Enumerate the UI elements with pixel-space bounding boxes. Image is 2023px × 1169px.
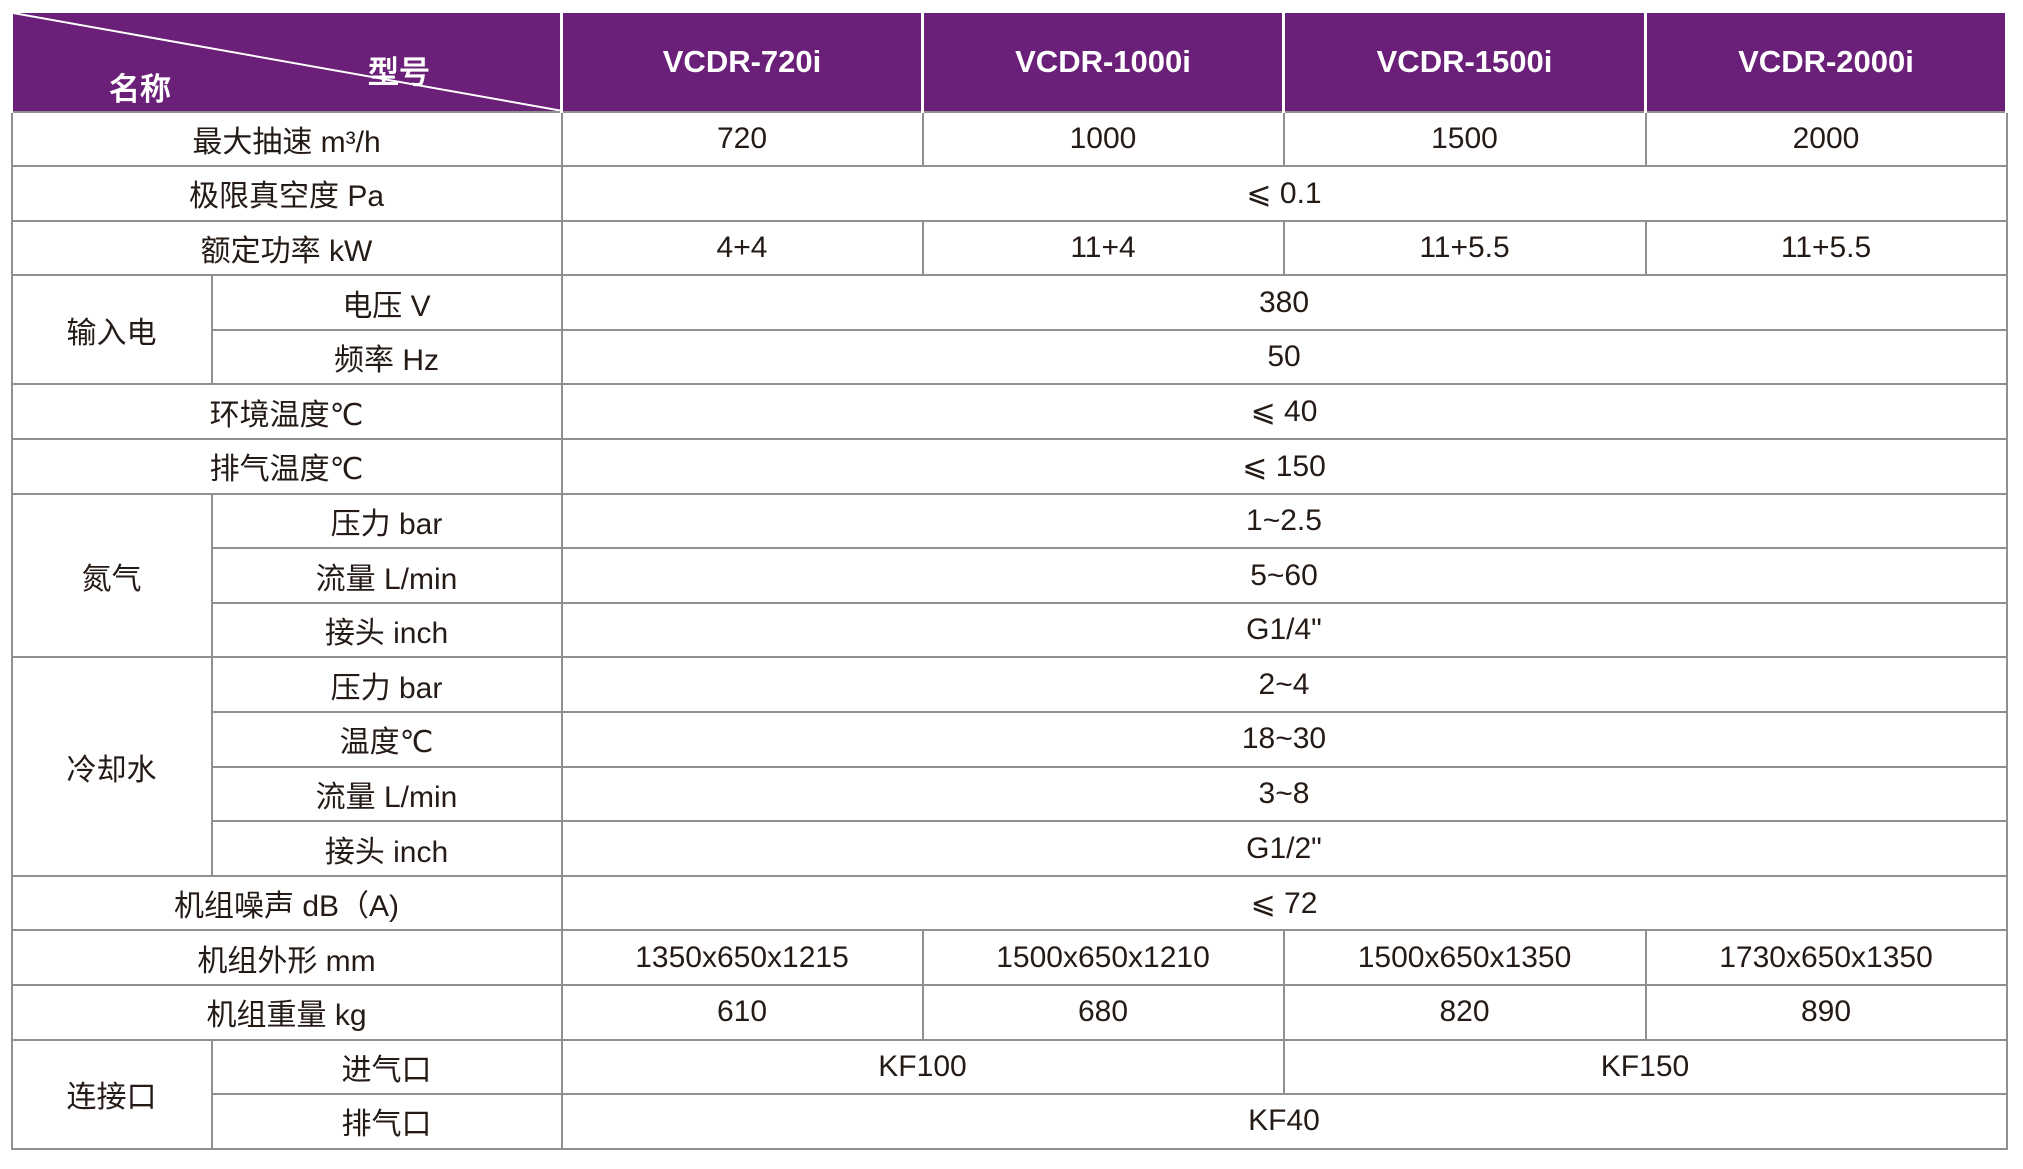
- spec-table: 型号 名称 VCDR-720i VCDR-1000i VCDR-1500i VC…: [10, 10, 2008, 1150]
- sub-label: 频率 Hz: [210, 328, 563, 386]
- sub-label: 温度℃: [210, 711, 563, 768]
- value-cell-span: ⩽ 40: [560, 383, 2008, 441]
- row-label: 环境温度℃: [10, 383, 563, 441]
- value-cell-span: ⩽ 0.1: [560, 165, 2008, 222]
- row-ultimate-vacuum: 极限真空度 Pa ⩽ 0.1: [10, 165, 2008, 222]
- value-cell-span: 5~60: [560, 547, 2008, 604]
- row-cooling-connector: 接头 inch G1/2": [12, 820, 2008, 877]
- header-row: 型号 名称 VCDR-720i VCDR-1000i VCDR-1500i VC…: [10, 10, 2008, 113]
- model-header-vcdr-1500i: VCDR-1500i: [1282, 10, 1647, 113]
- corner-name-label: 名称: [109, 71, 171, 107]
- row-nitrogen-flow: 流量 L/min 5~60: [12, 547, 2008, 604]
- value-cell: 1350x650x1215: [560, 929, 924, 986]
- value-cell: 820: [1282, 984, 1647, 1041]
- value-cell: 1500: [1282, 110, 1647, 168]
- value-cell-span: G1/2": [560, 820, 2008, 877]
- row-rated-power: 额定功率 kW 4+4 11+4 11+5.5 11+5.5: [10, 219, 2008, 277]
- value-cell: 680: [921, 984, 1285, 1041]
- sub-label: 接头 inch: [210, 820, 563, 877]
- value-cell: 4+4: [560, 219, 924, 277]
- row-label: 最大抽速 m³/h: [10, 110, 563, 168]
- value-cell-span: 50: [560, 328, 2008, 386]
- value-cell: 2000: [1644, 110, 2008, 168]
- value-cell-span: KF40: [560, 1093, 2008, 1150]
- value-cell: 1730x650x1350: [1644, 929, 2008, 986]
- value-cell-span: KF100: [560, 1038, 1285, 1096]
- group-label-cooling-water: 冷却水: [10, 656, 213, 877]
- value-cell-span: ⩽ 150: [560, 438, 2008, 495]
- sub-label: 进气口: [210, 1038, 563, 1096]
- value-cell-span: G1/4": [560, 601, 2008, 659]
- corner-model-label: 型号: [368, 55, 430, 90]
- sub-label: 压力 bar: [210, 656, 563, 714]
- value-cell-span: 3~8: [560, 765, 2008, 823]
- row-ambient-temp: 环境温度℃ ⩽ 40: [10, 383, 2008, 441]
- row-exhaust-temp: 排气温度℃ ⩽ 150: [10, 438, 2008, 495]
- row-dimensions: 机组外形 mm 1350x650x1215 1500x650x1210 1500…: [10, 929, 2008, 986]
- row-label: 机组外形 mm: [10, 929, 563, 986]
- row-weight: 机组重量 kg 610 680 820 890: [10, 984, 2008, 1041]
- value-cell-span: 2~4: [560, 656, 2008, 714]
- row-cooling-temperature: 温度℃ 18~30: [12, 711, 2008, 768]
- row-label: 排气温度℃: [10, 438, 563, 495]
- value-cell: 11+5.5: [1644, 219, 2008, 277]
- value-cell: 11+5.5: [1282, 219, 1647, 277]
- model-header-vcdr-2000i: VCDR-2000i: [1644, 10, 2008, 113]
- value-cell: 11+4: [921, 219, 1285, 277]
- sub-label: 流量 L/min: [210, 547, 563, 604]
- row-cooling-flow: 流量 L/min 3~8: [12, 765, 2008, 823]
- corner-header-cell: 型号 名称: [10, 10, 563, 113]
- value-cell: 610: [560, 984, 924, 1041]
- row-label: 机组噪声 dB（A): [10, 874, 563, 932]
- row-label: 机组重量 kg: [10, 984, 563, 1041]
- value-cell: 720: [560, 110, 924, 168]
- row-input-power-voltage: 输入电 电压 V 380: [10, 274, 2008, 386]
- value-cell: 1000: [921, 110, 1285, 168]
- model-header-vcdr-1000i: VCDR-1000i: [921, 10, 1285, 113]
- group-label-connections: 连接口: [10, 1038, 213, 1150]
- group-label-nitrogen: 氮气: [10, 492, 213, 659]
- value-cell-span: 380: [560, 274, 2008, 331]
- group-label-input-power: 输入电: [10, 274, 213, 386]
- row-connection-outlet: 排气口 KF40: [12, 1093, 2008, 1150]
- sub-label: 压力 bar: [210, 492, 563, 550]
- value-cell-span: 18~30: [560, 711, 2008, 768]
- value-cell: 1500x650x1210: [921, 929, 1285, 986]
- sub-label: 电压 V: [210, 274, 563, 331]
- row-cooling-pressure: 冷却水 压力 bar 2~4: [10, 656, 2008, 877]
- row-max-speed: 最大抽速 m³/h 720 1000 1500 2000: [10, 110, 2008, 168]
- value-cell-span: ⩽ 72: [560, 874, 2008, 932]
- row-label: 额定功率 kW: [10, 219, 563, 277]
- row-connection-inlet: 连接口 进气口 KF100 KF150: [10, 1038, 2008, 1150]
- diagonal-divider-line: [13, 13, 560, 111]
- row-nitrogen-connector: 接头 inch G1/4": [12, 601, 2008, 659]
- value-cell: 1500x650x1350: [1282, 929, 1647, 986]
- value-cell-span: 1~2.5: [560, 492, 2008, 550]
- sub-label: 排气口: [210, 1093, 563, 1150]
- model-header-vcdr-720i: VCDR-720i: [560, 10, 924, 113]
- row-nitrogen-pressure: 氮气 压力 bar 1~2.5: [10, 492, 2008, 659]
- row-input-power-frequency: 频率 Hz 50: [12, 328, 2008, 386]
- value-cell: 890: [1644, 984, 2008, 1041]
- value-cell-span: KF150: [1282, 1038, 2008, 1096]
- sub-label: 接头 inch: [210, 601, 563, 659]
- sub-label: 流量 L/min: [210, 765, 563, 823]
- row-label: 极限真空度 Pa: [10, 165, 563, 222]
- row-noise: 机组噪声 dB（A) ⩽ 72: [10, 874, 2008, 932]
